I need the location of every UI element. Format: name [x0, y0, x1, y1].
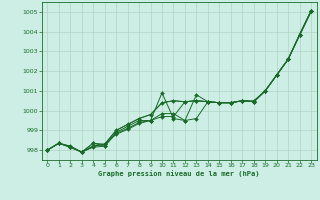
X-axis label: Graphe pression niveau de la mer (hPa): Graphe pression niveau de la mer (hPa)	[99, 171, 260, 177]
